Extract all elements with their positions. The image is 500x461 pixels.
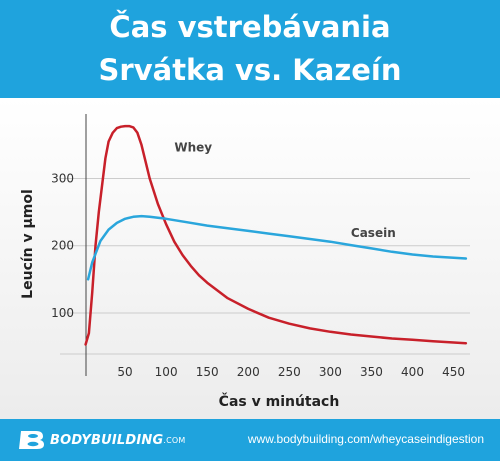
x-axis-title: Čas v minútach xyxy=(219,392,340,410)
x-tick-label: 200 xyxy=(237,365,260,379)
y-tick-label: 200 xyxy=(51,239,74,253)
x-tick-label: 100 xyxy=(155,365,178,379)
brand-logo[interactable]: BODYBUILDING .COM xyxy=(18,428,185,452)
x-tick-label: 300 xyxy=(319,365,342,379)
chart-panel: 100 200 300 50 100 150 200 250 300 350 400 450 Whey… xyxy=(0,98,500,419)
series-label-whey: Whey xyxy=(174,141,212,155)
header-banner: Čas vstrebávania Srvátka vs. Kazeín xyxy=(0,0,500,98)
y-tick-label: 300 xyxy=(51,172,74,186)
title-line-2: Srvátka vs. Kazeín xyxy=(98,53,402,87)
brand-suffix: .COM xyxy=(163,435,186,445)
footer-url[interactable]: www.bodybuilding.com/wheycaseindigestion xyxy=(247,432,484,446)
series-label-casein: Casein xyxy=(351,226,396,240)
x-tick-label: 400 xyxy=(401,365,424,379)
series-line-casein xyxy=(86,214,468,281)
bodybuilding-b-icon xyxy=(19,431,44,449)
x-tick-label: 450 xyxy=(442,365,465,379)
x-tick-label: 150 xyxy=(196,365,219,379)
x-tick-label: 50 xyxy=(117,365,132,379)
line-chart: 100 200 300 50 100 150 200 250 300 350 400 450 Whey… xyxy=(20,114,470,410)
footer-bar: BODYBUILDING .COM www.bodybuilding.com/wh… xyxy=(0,419,500,461)
title-line-1: Čas vstrebávania xyxy=(109,10,391,44)
x-tick-label: 350 xyxy=(360,365,383,379)
y-tick-label: 100 xyxy=(51,306,74,320)
y-axis-title: Leucín v µmol xyxy=(20,189,36,299)
series-line-whey xyxy=(84,124,468,346)
x-tick-label: 250 xyxy=(278,365,301,379)
brand-name: BODYBUILDING xyxy=(50,432,164,448)
